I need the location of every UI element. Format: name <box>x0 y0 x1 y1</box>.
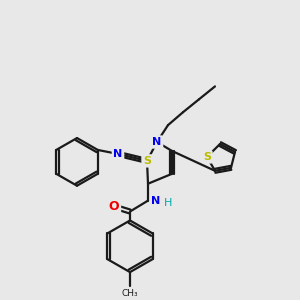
Text: CH₃: CH₃ <box>122 289 138 298</box>
Text: N: N <box>152 137 162 147</box>
Text: S: S <box>203 152 211 162</box>
Text: N: N <box>152 196 160 206</box>
Text: S: S <box>143 156 151 166</box>
Text: H: H <box>164 198 172 208</box>
Text: N: N <box>113 149 123 159</box>
Text: O: O <box>109 200 119 213</box>
